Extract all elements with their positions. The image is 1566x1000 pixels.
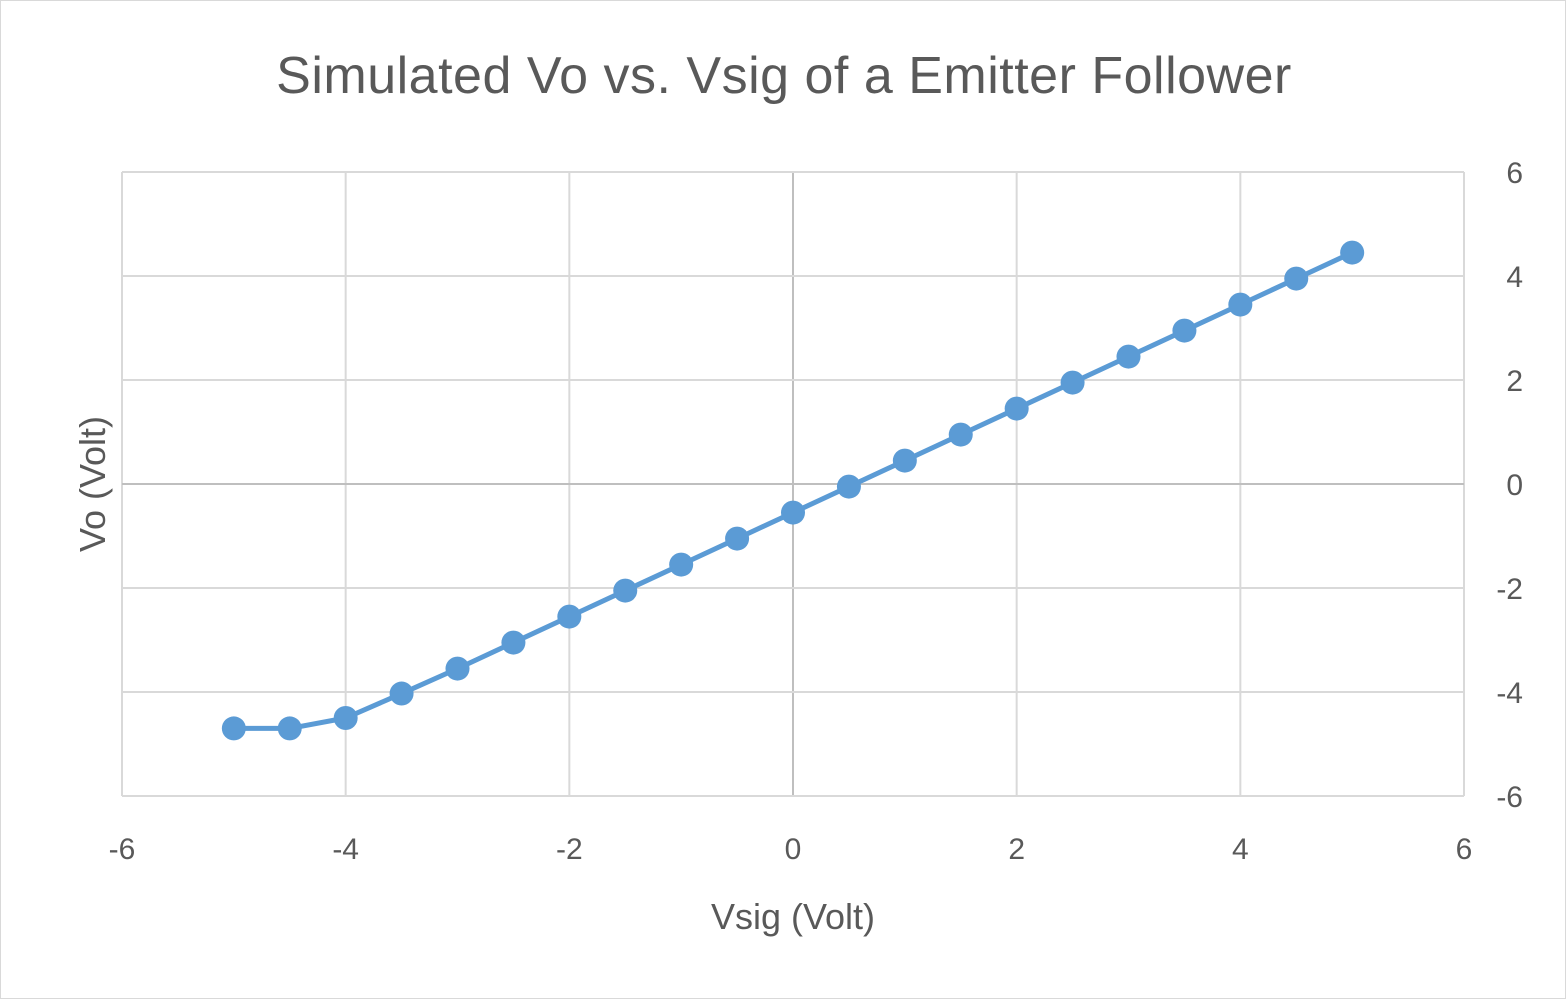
y-tick-label: -2 xyxy=(1496,573,1523,606)
data-point xyxy=(613,578,638,603)
x-tick-labels: -6 -4 -2 0 2 4 6 xyxy=(109,833,1473,866)
y-tick-label: 6 xyxy=(1506,157,1523,190)
data-point xyxy=(669,552,694,577)
x-tick-label: 4 xyxy=(1232,833,1249,866)
data-point xyxy=(781,500,805,525)
y-tick-label: 4 xyxy=(1506,261,1523,294)
x-tick-label: -2 xyxy=(556,833,583,866)
data-point xyxy=(1060,370,1085,395)
data-point xyxy=(948,422,973,447)
x-tick-label: 6 xyxy=(1456,833,1473,866)
x-tick-label: 2 xyxy=(1008,833,1025,866)
gridlines xyxy=(121,171,1465,797)
data-point xyxy=(836,474,861,499)
data-point xyxy=(1340,240,1365,265)
y-axis-title: Vo (Volt) xyxy=(72,416,113,552)
data-point xyxy=(1116,344,1141,369)
y-tick-label: -6 xyxy=(1496,781,1523,814)
x-tick-label: -4 xyxy=(332,833,359,866)
data-point xyxy=(333,706,358,730)
y-tick-labels: -6 -4 -2 0 2 4 6 xyxy=(1496,157,1523,814)
data-point xyxy=(725,526,750,551)
chart-title: Simulated Vo vs. Vsig of a Emitter Follo… xyxy=(276,47,1292,105)
data-point xyxy=(501,630,526,655)
data-point xyxy=(892,448,917,473)
data-point xyxy=(557,604,582,629)
x-axis-title: Vsig (Volt) xyxy=(711,896,875,937)
data-point xyxy=(1284,266,1309,291)
y-tick-label: -4 xyxy=(1496,677,1523,710)
x-tick-label: -6 xyxy=(109,833,136,866)
data-point xyxy=(1172,318,1197,343)
data-point xyxy=(221,716,246,741)
data-point xyxy=(1228,292,1253,317)
data-point xyxy=(1004,396,1029,421)
y-tick-label: 2 xyxy=(1506,365,1523,398)
data-point xyxy=(445,656,470,681)
y-tick-label: 0 xyxy=(1506,469,1523,502)
series-layer xyxy=(221,240,1365,741)
data-point xyxy=(277,716,302,741)
x-tick-label: 0 xyxy=(785,833,802,866)
data-point xyxy=(389,681,414,706)
